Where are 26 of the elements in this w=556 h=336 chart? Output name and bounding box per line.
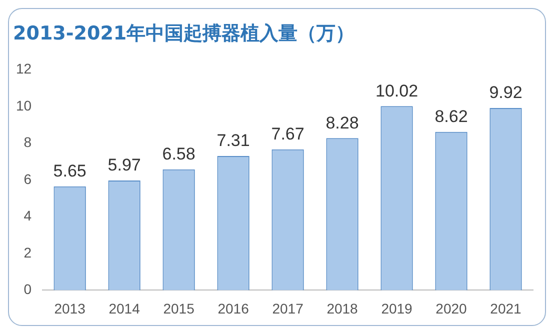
y-tick-label: 8 xyxy=(24,134,32,150)
data-label: 7.67 xyxy=(271,124,304,144)
x-tick-label: 2016 xyxy=(218,300,250,316)
x-tick-label: 2017 xyxy=(272,300,304,316)
data-label: 6.58 xyxy=(162,144,196,164)
x-tick-label: 2018 xyxy=(326,300,358,316)
x-tick-label: 2013 xyxy=(54,300,86,316)
x-tick-label: 2014 xyxy=(108,300,140,316)
data-label: 8.62 xyxy=(434,107,468,126)
y-tick-label: 2 xyxy=(24,244,32,260)
y-tick-label: 4 xyxy=(24,208,32,224)
y-tick-label: 10 xyxy=(16,97,32,114)
data-label: 7.31 xyxy=(216,131,250,150)
y-tick-label: 12 xyxy=(16,60,32,77)
y-tick-label: 0 xyxy=(24,281,32,298)
x-tick-label: 2015 xyxy=(163,300,195,316)
y-tick-label: 6 xyxy=(24,170,32,187)
x-tick-label: 2021 xyxy=(490,300,522,316)
data-label: 8.28 xyxy=(326,113,359,132)
data-label: 5.97 xyxy=(108,156,141,175)
x-tick-label: 2020 xyxy=(436,300,468,316)
data-label: 9.92 xyxy=(489,83,522,102)
data-label: 5.65 xyxy=(53,162,86,181)
chart-title: 2013-2021年中国起搏器植入量（万） xyxy=(13,22,355,44)
x-tick-label: 2019 xyxy=(381,300,413,316)
data-label: 10.02 xyxy=(375,81,418,100)
